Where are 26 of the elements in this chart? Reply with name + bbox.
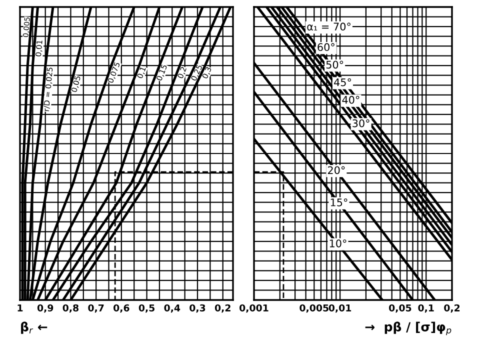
x-tick-label: 0,4	[164, 304, 180, 313]
x-tick-label: 0,01	[328, 304, 352, 313]
series-label: 40°	[342, 96, 360, 104]
series-label: 20°	[328, 166, 345, 174]
x-tick-label: 0,5	[138, 304, 154, 313]
x-axis-title: → pβ / [σ]φ$_{p}$	[365, 322, 452, 336]
series-label: α₁ = 70°	[307, 22, 350, 31]
x-axis-title: β$_{r}$ ←	[21, 322, 48, 334]
series-label: 10°	[330, 239, 346, 248]
series-label: 15°	[330, 198, 348, 206]
x-tick-label: 0,9	[37, 304, 54, 313]
x-tick-label: 0,2	[214, 304, 230, 313]
x-tick-label: 0,1	[418, 304, 434, 313]
x-tick-label: 0,6	[114, 304, 130, 313]
series-label: 30°	[352, 119, 370, 128]
series-label: 45°	[334, 78, 351, 86]
x-tick-label: 0,2	[444, 304, 460, 313]
x-tick-label: 0,05	[388, 304, 412, 313]
x-tick-label: 0,005	[300, 304, 328, 313]
x-tick-label: 1	[18, 304, 23, 312]
x-tick-label: 0,001	[240, 304, 268, 313]
x-tick-label: 0,7	[88, 304, 104, 313]
series-label: 60°	[318, 43, 334, 52]
series-label: 50°	[326, 60, 344, 69]
x-tick-label: 0,8	[62, 304, 78, 313]
x-tick-label: 0,3	[190, 304, 206, 313]
